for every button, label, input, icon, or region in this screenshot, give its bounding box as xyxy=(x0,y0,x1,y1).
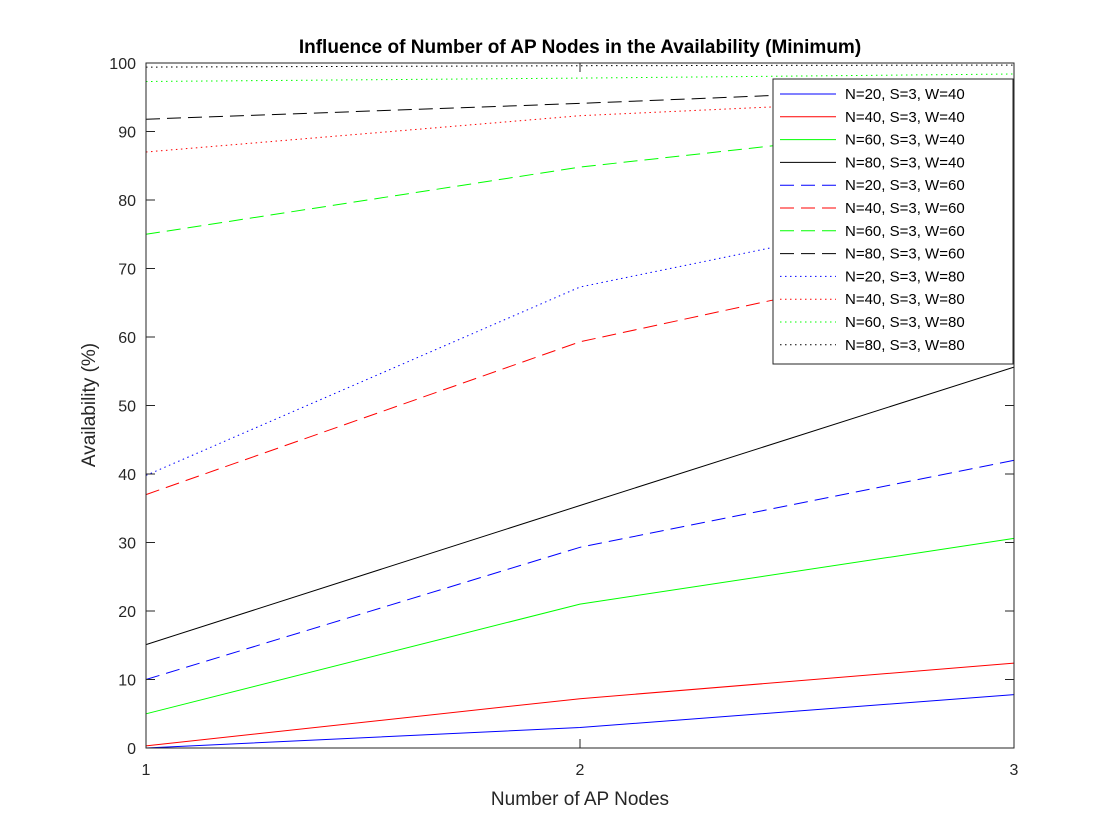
y-tick-label-6: 50 xyxy=(118,399,136,416)
legend-label-2: N=40, S=3, W=40 xyxy=(845,109,965,126)
y-tick-label-9: 80 xyxy=(118,193,136,210)
legend-label-9: N=20, S=3, W=80 xyxy=(845,268,965,285)
x-axis-label: Number of AP Nodes xyxy=(491,789,669,810)
series-line-5 xyxy=(145,459,1015,680)
y-tick-label-11: 100 xyxy=(109,56,136,73)
legend-items: N=20, S=3, W=40 N=40, S=3, W=40 N=60, S=3,… xyxy=(780,86,965,354)
legend-label-7: N=60, S=3, W=60 xyxy=(845,223,965,240)
y-tick-label-1: 0 xyxy=(127,741,136,758)
legend-label-12: N=80, S=3, W=80 xyxy=(845,337,965,354)
legend: N=20, S=3, W=40 N=40, S=3, W=40 N=60, S=3,… xyxy=(772,78,1014,365)
series-line-4 xyxy=(145,366,1015,646)
x-tick-label-3: 3 xyxy=(1010,762,1019,779)
legend-label-3: N=60, S=3, W=40 xyxy=(845,132,965,149)
legend-label-4: N=80, S=3, W=40 xyxy=(845,154,965,171)
y-tick-label-4: 30 xyxy=(118,536,136,553)
y-axis-label: Availability (%) xyxy=(79,343,100,467)
series-line-1 xyxy=(145,694,1015,749)
legend-label-1: N=20, S=3, W=40 xyxy=(845,86,965,103)
y-tick-label-10: 90 xyxy=(118,125,136,142)
series-line-3 xyxy=(145,537,1015,715)
legend-box xyxy=(772,78,1014,365)
legend-label-5: N=20, S=3, W=60 xyxy=(845,177,965,194)
series-line-2 xyxy=(145,662,1015,747)
x-tick-label-2: 2 xyxy=(576,762,585,779)
y-tick-label-8: 70 xyxy=(118,262,136,279)
y-tick-label-2: 10 xyxy=(118,673,136,690)
x-tick-label-1: 1 xyxy=(142,762,151,779)
y-tick-label-5: 40 xyxy=(118,467,136,484)
y-tick-label-3: 20 xyxy=(118,604,136,621)
chart-title: Influence of Number of AP Nodes in the A… xyxy=(299,37,861,58)
y-tick-label-7: 60 xyxy=(118,330,136,347)
legend-label-11: N=60, S=3, W=80 xyxy=(845,314,965,331)
legend-label-10: N=40, S=3, W=80 xyxy=(845,291,965,308)
legend-label-8: N=80, S=3, W=60 xyxy=(845,246,965,263)
legend-label-6: N=40, S=3, W=60 xyxy=(845,200,965,217)
